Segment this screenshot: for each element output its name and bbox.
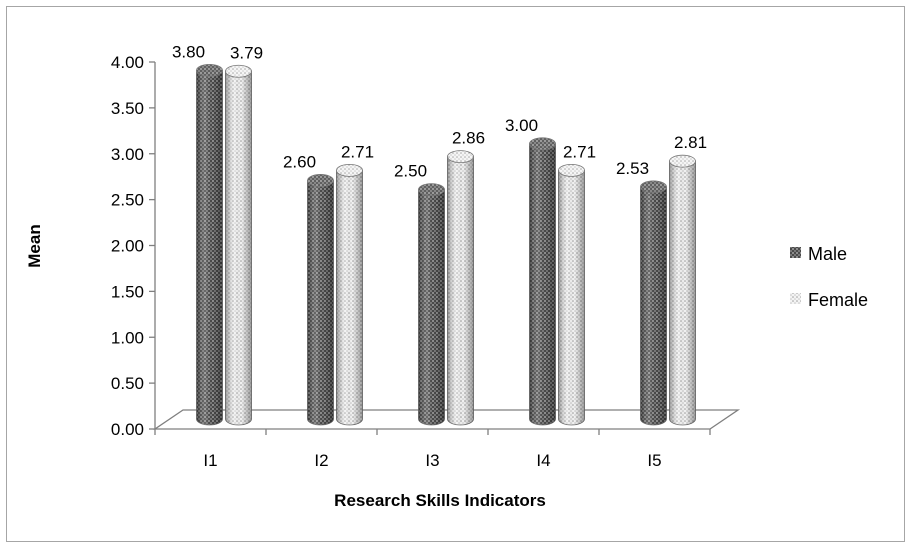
x-tick-label: I2	[314, 451, 328, 470]
y-tick-label: 1.00	[111, 328, 144, 347]
legend: Male Female	[790, 244, 868, 310]
bar-male-i1	[196, 63, 223, 426]
data-label-male-i4: 3.00	[505, 116, 538, 135]
legend-item-female: Female	[790, 290, 868, 310]
bar-male-i4	[529, 137, 556, 426]
bar-male-i3	[418, 183, 445, 426]
bar-female-i5	[669, 154, 696, 426]
legend-swatch-female	[790, 293, 801, 304]
chart-floor	[152, 409, 741, 430]
legend-label-male: Male	[808, 244, 847, 264]
bar-male-i5	[640, 180, 667, 426]
y-tick-label: 2.00	[111, 237, 144, 256]
legend-swatch-male	[790, 247, 801, 258]
data-label-female-i3: 2.86	[452, 129, 485, 148]
y-tick-label: 0.50	[111, 374, 144, 393]
y-tick-label: 3.50	[111, 99, 144, 118]
data-label-male-i5: 2.53	[616, 159, 649, 178]
legend-item-male: Male	[790, 244, 847, 264]
y-tick-label: 2.50	[111, 191, 144, 210]
bar-female-i3	[447, 150, 474, 426]
data-label-male-i3: 2.50	[394, 162, 427, 181]
y-tick-label: 0.00	[111, 420, 144, 439]
y-axis-title: Mean	[25, 224, 44, 267]
data-label-female-i1: 3.79	[230, 43, 263, 62]
y-tick-label: 3.00	[111, 145, 144, 164]
data-label-female-i5: 2.81	[674, 133, 707, 152]
legend-label-female: Female	[808, 290, 868, 310]
x-tick-label: I1	[203, 451, 217, 470]
data-label-male-i2: 2.60	[283, 152, 316, 171]
data-label-female-i2: 2.71	[341, 142, 374, 161]
bar-male-i2	[307, 174, 334, 426]
data-label-female-i4: 2.71	[563, 142, 596, 161]
x-tick-label: I3	[425, 451, 439, 470]
x-tick-label: I5	[647, 451, 661, 470]
y-tick-label: 1.50	[111, 282, 144, 301]
data-label-male-i1: 3.80	[172, 42, 205, 61]
x-tick-label: I4	[536, 451, 550, 470]
bar-female-i1	[225, 64, 252, 426]
x-axis-title: Research Skills Indicators	[334, 491, 546, 510]
bar-female-i2	[336, 163, 363, 426]
bar-female-i4	[558, 163, 585, 426]
y-tick-label: 4.00	[111, 53, 144, 72]
